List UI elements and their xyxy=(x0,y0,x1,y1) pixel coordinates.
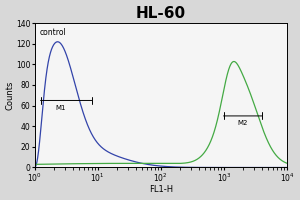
Text: M2: M2 xyxy=(238,120,248,126)
Title: HL-60: HL-60 xyxy=(136,6,186,21)
Y-axis label: Counts: Counts xyxy=(6,81,15,110)
X-axis label: FL1-H: FL1-H xyxy=(149,185,173,194)
Text: M1: M1 xyxy=(56,105,66,111)
Text: control: control xyxy=(40,28,66,37)
